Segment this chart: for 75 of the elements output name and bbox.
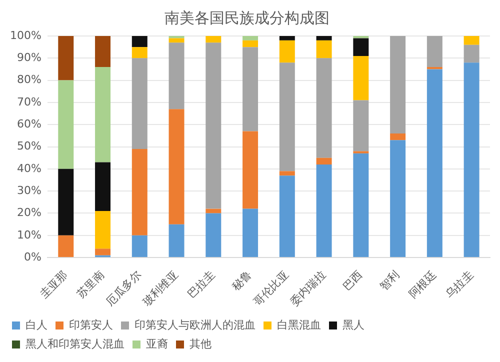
chart-title: 南美各国民族成分构成图 [164,8,330,27]
legend-label: 黑人 [342,318,364,332]
bar [279,40,295,63]
bar [206,42,222,209]
bar [390,36,406,134]
bar [168,109,184,224]
bar [316,164,332,258]
bar [132,47,148,58]
bar [353,38,369,56]
y-tick-label: 80% [16,73,42,86]
bar [58,36,74,80]
bar [426,69,442,258]
legend-label: 白人 [26,318,48,332]
bar [353,100,369,152]
y-tick-label: 40% [16,162,42,175]
x-tick-label: 乌拉圭 [443,268,476,301]
bar [242,47,258,132]
y-tick-label: 20% [16,206,42,220]
bar [316,158,332,164]
bar [316,36,332,40]
bar [168,38,184,43]
bar [95,248,111,256]
bar [242,36,258,40]
y-tick-label: 60% [16,117,42,130]
bar [58,80,74,169]
bar [206,208,222,214]
bar [464,36,480,45]
y-tick-label: 0% [24,250,42,264]
bar [242,208,258,258]
bar [242,131,258,209]
legend-label: 白黑混血 [277,318,321,332]
bar [95,162,111,212]
bar [168,42,184,110]
bar [316,58,332,158]
bar [426,36,442,68]
legend-label: 亚裔 [146,337,168,350]
bar [390,140,406,258]
y-tick-label: 100% [10,28,42,42]
bar [58,235,74,258]
bar [95,67,111,162]
bar [353,153,369,258]
x-tick-label: 巴拉圭 [185,268,218,301]
bar [279,176,295,258]
bar [168,224,184,258]
legend-label: 印第安人与欧洲人的混血 [134,318,256,332]
bar [353,56,369,100]
legend-label: 黑人和印第安人混血 [26,337,124,350]
y-tick-label: 10% [16,228,42,242]
y-tick-label: 70% [16,95,42,108]
bar [390,133,406,140]
bar [95,211,111,249]
legend-label: 其他 [190,337,212,350]
legend-label: 印第安人 [69,318,113,332]
bar [242,40,258,48]
x-tick-label: 智利 [377,268,402,293]
y-tick-label: 50% [16,140,42,153]
bar [464,44,480,63]
bar [206,213,222,258]
bar [132,148,148,236]
x-tick-label: 巴西 [340,268,366,293]
bar [95,36,111,68]
bar [206,36,222,43]
bar [464,62,480,258]
bar [279,36,295,40]
y-tick-label: 30% [16,184,42,197]
bar [279,171,295,176]
bar [132,36,148,48]
bar [132,58,148,149]
x-tick-label: 阿根廷 [406,268,439,301]
bar [316,40,332,58]
bar [58,168,74,236]
bar [132,235,148,258]
x-tick-label: 圭亚那 [38,268,70,301]
y-tick-label: 90% [16,51,42,64]
bar [279,62,295,172]
